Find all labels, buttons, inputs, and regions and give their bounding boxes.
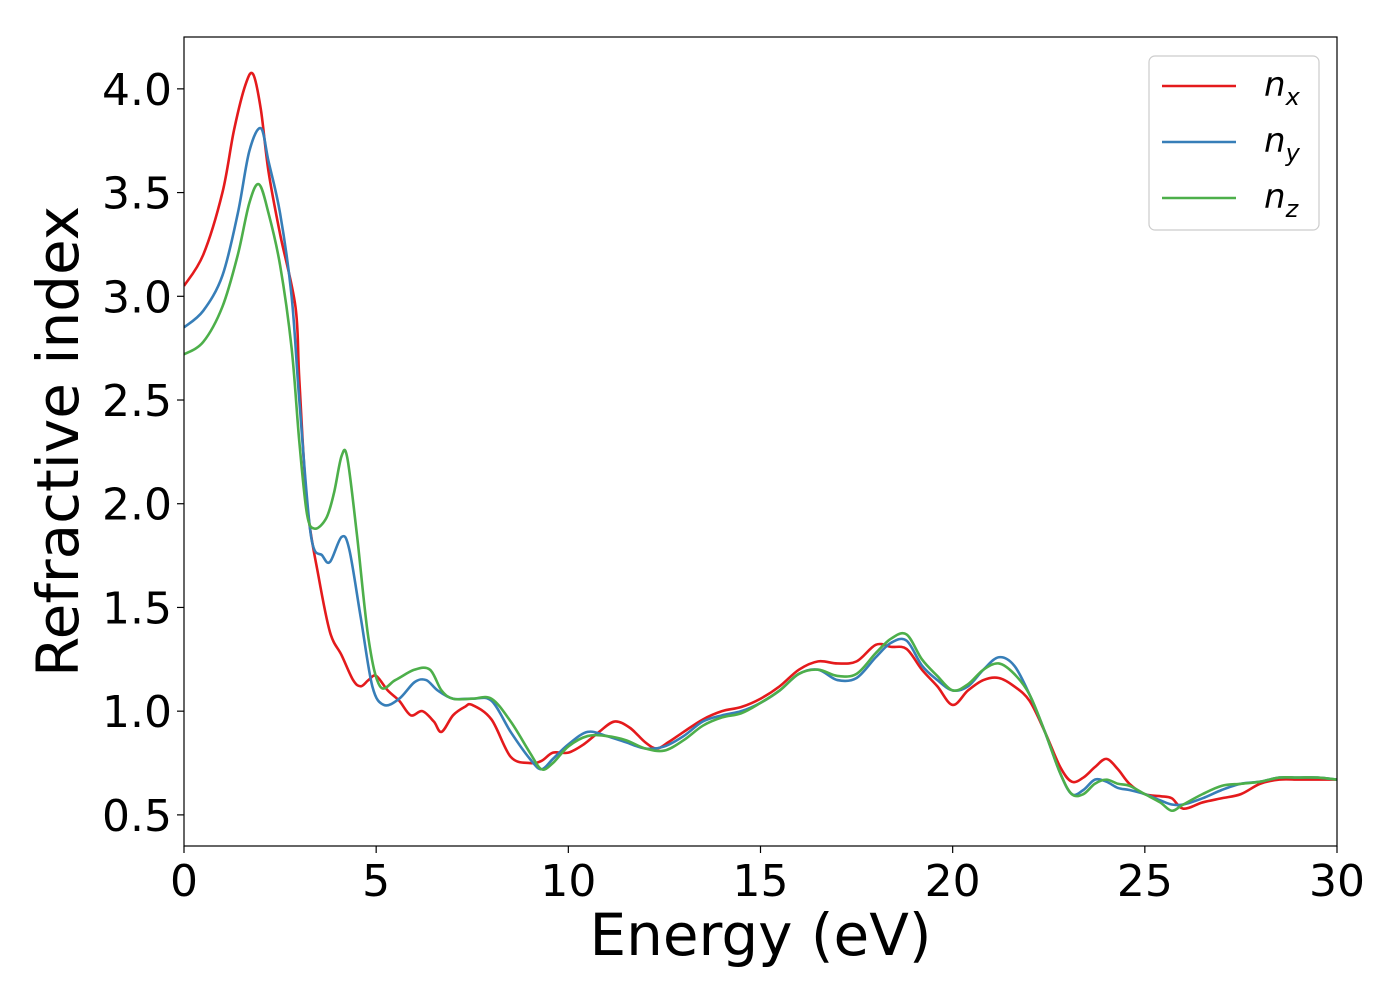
x-tick-label: 10 <box>540 856 596 907</box>
legend-label-x: nx <box>1264 65 1301 111</box>
series-line-n-x <box>184 71 1337 810</box>
x-tick-label: 30 <box>1309 856 1365 907</box>
y-tick-label: 2.5 <box>102 376 172 427</box>
series-line-n-z <box>184 182 1337 813</box>
y-tick-label: 4.0 <box>102 65 172 116</box>
legend-label-subscript: y <box>1285 139 1301 167</box>
legend-label-base: n <box>1264 121 1286 161</box>
legend-label-y: ny <box>1264 121 1301 167</box>
legend-label-subscript: x <box>1285 83 1301 111</box>
y-tick-label: 1.0 <box>102 687 172 738</box>
x-tick-label: 15 <box>733 856 789 907</box>
y-tick-label: 0.5 <box>102 791 172 842</box>
x-tick-label: 0 <box>170 856 198 907</box>
y-axis: 0.5 1.0 1.5 2.0 2.5 3.0 3.5 4.0 <box>102 65 184 842</box>
legend-label-base: n <box>1264 177 1286 217</box>
series-layer <box>184 71 1337 813</box>
x-axis-title: Energy (eV) <box>589 901 931 969</box>
series-line-n-y <box>184 126 1337 807</box>
y-tick-label: 3.0 <box>102 272 172 323</box>
y-tick-label: 2.0 <box>102 480 172 531</box>
x-tick-label: 5 <box>362 856 390 907</box>
y-tick-label: 1.5 <box>102 583 172 634</box>
legend-label-subscript: z <box>1285 195 1300 223</box>
legend-label-base: n <box>1264 65 1286 105</box>
x-tick-label: 20 <box>925 856 981 907</box>
x-tick-label: 25 <box>1117 856 1173 907</box>
y-axis-title: Refractive index <box>24 206 92 677</box>
y-tick-label: 3.5 <box>102 169 172 220</box>
x-axis: 0 5 10 15 20 25 30 <box>170 846 1365 907</box>
legend-label-z: nz <box>1264 177 1300 223</box>
